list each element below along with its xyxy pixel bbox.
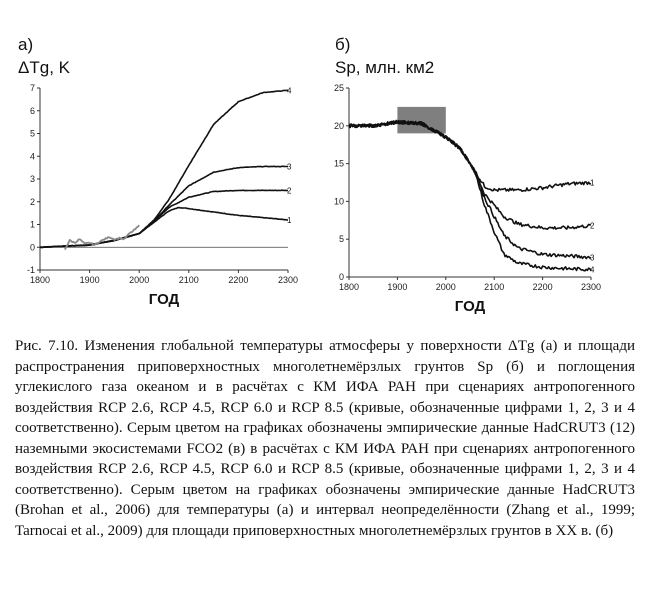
chart-a-xtick-label: 2100 <box>179 275 199 285</box>
chart-b-xtick-label: 2100 <box>484 282 504 292</box>
chart-b-xtick-label: 1800 <box>339 282 359 292</box>
chart-b-xtick-label: 2300 <box>581 282 601 292</box>
chart-a-curve-label-3: 3 <box>287 162 292 171</box>
chart-b-ytick-label: 25 <box>334 83 344 93</box>
chart-a-ytick-label: 2 <box>30 197 35 207</box>
chart-b-curve-label-2: 2 <box>590 222 595 231</box>
chart-a-curve-label-1: 1 <box>287 216 292 225</box>
panel-b-ylabel: Sp, млн. км2 <box>335 58 435 77</box>
chart-b-xtick-label: 2200 <box>533 282 553 292</box>
chart-b-ytick-label: 20 <box>334 121 344 131</box>
chart-a-series-empirical <box>64 224 140 251</box>
chart-b-series-1 <box>349 120 592 192</box>
chart-a-curve-label-2: 2 <box>287 186 292 195</box>
chart-b-ytick-label: 10 <box>334 196 344 206</box>
chart-b-xtick-label: 2000 <box>436 282 456 292</box>
chart-b-permafrost: 0 5 10 15 20 25 1800 1900 2000 2100 2200 2300 ГОД 1 2 3… <box>334 83 601 315</box>
chart-b-ytick-label: 5 <box>339 234 344 244</box>
chart-a-series-4 <box>39 89 289 249</box>
chart-a-xtick-label: 1800 <box>30 275 50 285</box>
figure-caption: Рис. 7.10. Изменения глобальной температ… <box>15 338 635 539</box>
chart-a-ytick-label: 3 <box>30 174 35 184</box>
chart-a-xtick-label: 2300 <box>278 275 298 285</box>
chart-a-xlabel: ГОД <box>149 291 180 308</box>
chart-a-ytick-label: 4 <box>30 151 35 161</box>
chart-a-ytick-label: 6 <box>30 106 35 116</box>
chart-a-ytick-label: 0 <box>30 242 35 252</box>
chart-b-xlabel: ГОД <box>455 298 486 315</box>
chart-a-xtick-label: 2000 <box>129 275 149 285</box>
chart-a-xtick-label: 2200 <box>228 275 248 285</box>
chart-b-xtick-label: 1900 <box>387 282 407 292</box>
panel-b-label: б) <box>335 35 351 54</box>
chart-b-curve-label-3: 3 <box>590 253 595 262</box>
chart-b-ytick-label: 15 <box>334 159 344 169</box>
chart-a-xtick-label: 1900 <box>80 275 100 285</box>
chart-a-ytick-label: 1 <box>30 220 35 230</box>
chart-b-curve-label-1: 1 <box>590 179 595 188</box>
chart-b-curve-label-4: 4 <box>590 265 595 274</box>
panel-a-ylabel: ΔTg, K <box>18 58 70 77</box>
chart-b-series-4 <box>348 119 592 272</box>
chart-a-curve-label-4: 4 <box>287 86 292 95</box>
chart-b-uncertainty-band <box>397 106 446 134</box>
chart-b-series-3 <box>348 119 592 260</box>
chart-b-series-2 <box>348 120 592 230</box>
chart-a-ytick-label: 7 <box>30 83 35 93</box>
panel-a-label: а) <box>18 35 34 54</box>
chart-a-series-2 <box>39 189 289 249</box>
chart-a-ytick-label: 5 <box>30 129 35 139</box>
chart-b-ytick-label: 0 <box>339 272 344 282</box>
chart-a-ytick-label: -1 <box>27 265 35 275</box>
chart-a-temperature: -1 0 1 2 3 4 5 6 7 1800 1900 2000 2100 2200 2300 ГОД 1 2 3… <box>27 83 298 308</box>
